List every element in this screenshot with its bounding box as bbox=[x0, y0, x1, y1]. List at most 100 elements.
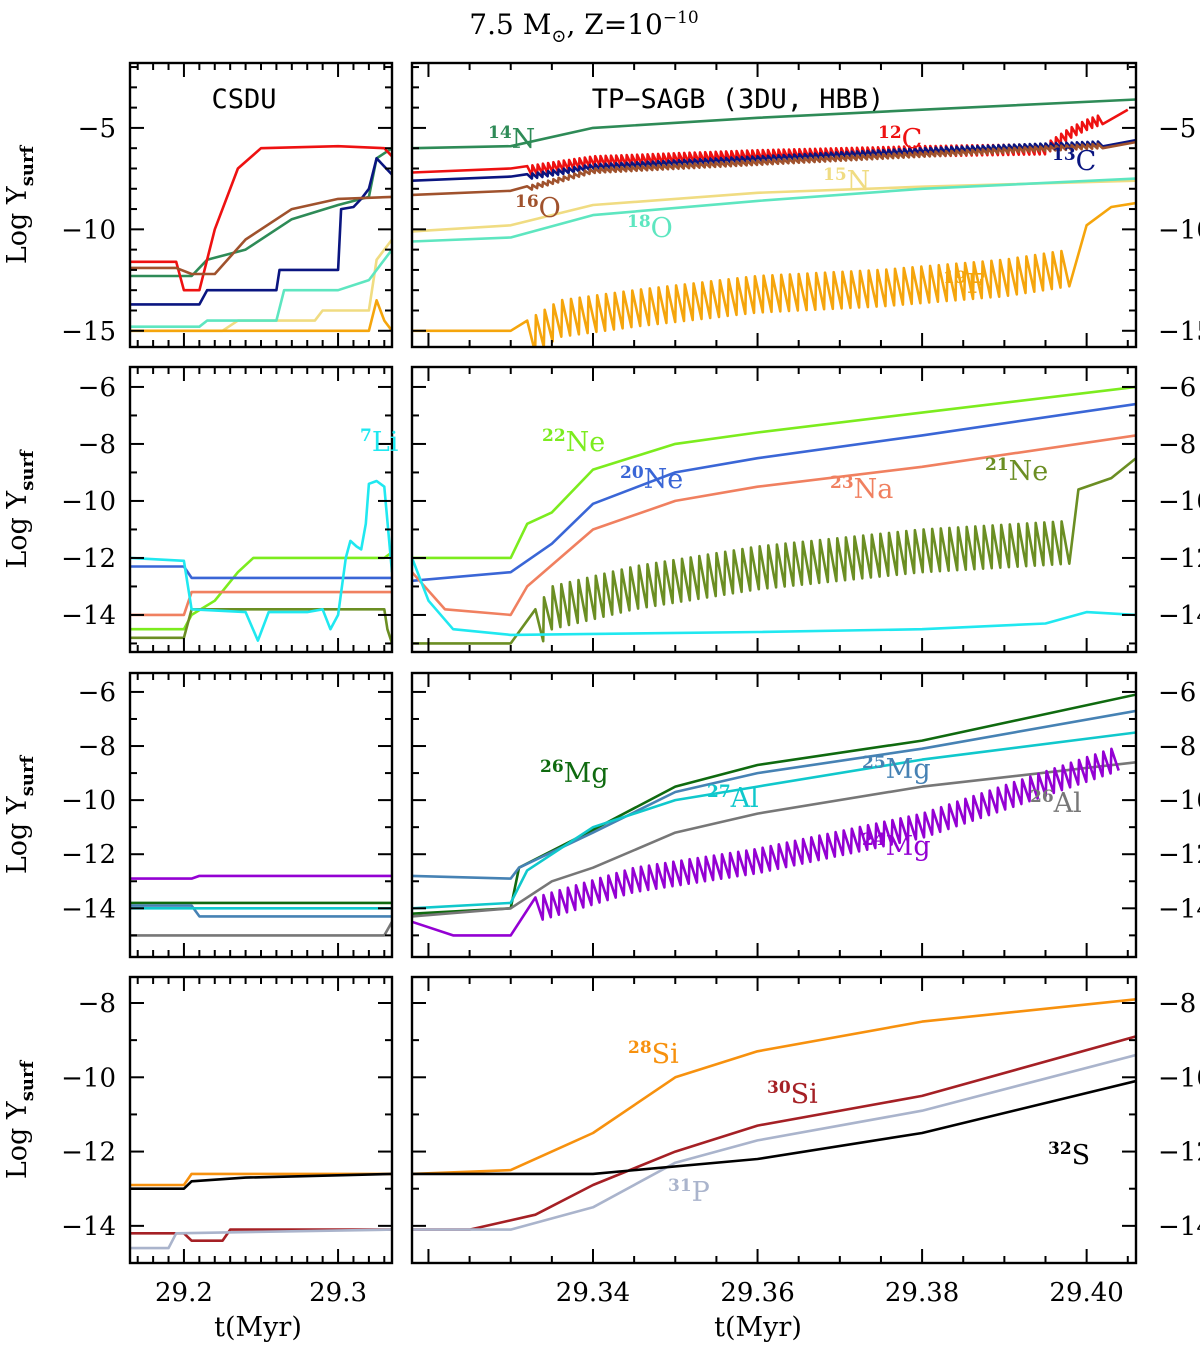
label-28Si: 28Si bbox=[628, 1038, 679, 1070]
y-tick-label-2-left-2: −10 bbox=[61, 487, 116, 517]
x-tick-label-right-0: 29.34 bbox=[556, 1278, 630, 1308]
label-27Al: 27Al bbox=[707, 782, 759, 814]
y-tick-label-4-left-0: −8 bbox=[78, 989, 116, 1019]
panel-1-left: −5 −10 −15 bbox=[61, 61, 394, 349]
curve-26Al-left bbox=[130, 921, 392, 937]
curve-28Si-right bbox=[412, 998, 1136, 1176]
curve-20Ne-left bbox=[130, 565, 392, 580]
curve-23Na-right bbox=[412, 434, 1136, 617]
y-tick-label-1-right-0: −5 bbox=[1158, 114, 1196, 144]
y-tick-label-3-right-4: −14 bbox=[1158, 894, 1200, 924]
x-axis-label-left: t(Myr) bbox=[214, 1312, 302, 1343]
label-24Mg: 24Mg bbox=[862, 830, 931, 862]
y-tick-label-2-left-4: −14 bbox=[61, 601, 116, 631]
panel-3-left: −6 −8 −10 −12 −14 bbox=[61, 671, 394, 959]
curve-22Ne-right bbox=[412, 385, 1136, 560]
y-tick-label-2-right-3: −12 bbox=[1158, 544, 1200, 574]
label-7Li: 7Li bbox=[360, 426, 399, 458]
y-tick-label-4-left-3: −14 bbox=[61, 1212, 116, 1242]
curve-18O-right bbox=[412, 177, 1136, 243]
panel-2-left: −6 −8 −10 −12 −14 bbox=[61, 365, 394, 654]
panel-4-right-frame bbox=[410, 975, 1138, 1265]
x-tick-label-right-3: 29.40 bbox=[1049, 1278, 1123, 1308]
y-tick-label-3-left-1: −8 bbox=[78, 732, 116, 762]
y-tick-label-2-left-3: −12 bbox=[61, 544, 116, 574]
panels: −5 −10 −15 −5 −10 −15 Log Ysurf 14N 12C 13C 16O 15N… bbox=[2, 61, 1200, 1308]
panel-1-right-frame bbox=[410, 61, 1138, 349]
label-25Mg: 25Mg bbox=[862, 753, 931, 785]
curve-15N-left bbox=[130, 238, 392, 333]
curve-30Si-right bbox=[412, 1035, 1136, 1231]
curve-31P-left bbox=[130, 1228, 392, 1250]
y-tick-label-2-right-2: −10 bbox=[1158, 487, 1200, 517]
label-26Al: 26Al bbox=[1030, 787, 1082, 819]
label-14N: 14N bbox=[488, 123, 535, 155]
y-tick-label-3-left-0: −6 bbox=[78, 678, 116, 708]
panel-3-right-frame bbox=[410, 671, 1138, 959]
y-tick-label-1-left-1: −10 bbox=[61, 215, 116, 245]
header-csdu: CSDU bbox=[211, 84, 276, 115]
y-tick-label-3-left-2: −10 bbox=[61, 786, 116, 816]
y-tick-label-3-right-0: −6 bbox=[1158, 678, 1196, 708]
curve-20Ne-right bbox=[412, 402, 1136, 583]
y-tick-label-1-right-1: −10 bbox=[1158, 215, 1200, 245]
curve-27Al-right bbox=[412, 731, 1136, 910]
label-32S: 32S bbox=[1048, 1139, 1090, 1171]
panel-4-right: −8 −10 −12 −14 29.34 29.36 29.38 29.40 bbox=[410, 975, 1200, 1308]
curve-7Li-left bbox=[130, 479, 392, 642]
y-tick-label-4-right-3: −14 bbox=[1158, 1212, 1200, 1242]
curve-12C-left bbox=[130, 144, 392, 292]
curve-19F-left bbox=[130, 299, 392, 333]
curve-28Si-left bbox=[130, 1172, 392, 1187]
curve-19F-right bbox=[412, 201, 1136, 347]
curve-18O-left bbox=[130, 248, 392, 328]
label-22Ne: 22Ne bbox=[542, 426, 605, 458]
y-tick-label-4-left-2: −12 bbox=[61, 1138, 116, 1168]
y-axis-label-1: Log Ysurf bbox=[2, 145, 38, 265]
chart-title: 7.5 M⊙, Z=10−10 bbox=[469, 8, 698, 47]
y-tick-label-4-right-1: −10 bbox=[1158, 1063, 1200, 1093]
panel-2-right: −6 −8 −10 −12 −14 bbox=[410, 365, 1200, 654]
curve-24Mg-right bbox=[412, 747, 1120, 937]
curve-21Ne-right bbox=[412, 457, 1136, 645]
curve-32S-left bbox=[130, 1172, 392, 1190]
curve-32S-right bbox=[412, 1079, 1136, 1176]
curve-14N-right bbox=[412, 98, 1136, 150]
x-tick-label-right-1: 29.36 bbox=[720, 1278, 794, 1308]
y-tick-label-1-left-2: −15 bbox=[61, 317, 116, 347]
label-16O: 16O bbox=[515, 192, 561, 224]
curve-26Al-right bbox=[412, 761, 1136, 918]
label-23Na: 23Na bbox=[830, 473, 893, 505]
curve-7Li-right bbox=[412, 557, 1136, 637]
x-tick-label-right-2: 29.38 bbox=[885, 1278, 959, 1308]
panel-2-right-frame bbox=[410, 365, 1138, 654]
y-tick-label-2-left-1: −8 bbox=[78, 430, 116, 460]
x-tick-label-left-1: 29.3 bbox=[309, 1278, 367, 1308]
curve-16O-right bbox=[412, 140, 1136, 197]
x-tick-label-left-0: 29.2 bbox=[155, 1278, 213, 1308]
y-tick-label-1-left-0: −5 bbox=[78, 114, 116, 144]
panel-4-left: −8 −10 −12 −14 29.2 29.3 bbox=[61, 975, 394, 1308]
curve-24Mg-left bbox=[130, 874, 392, 880]
panel-4-left-frame bbox=[128, 975, 394, 1265]
y-tick-label-4-right-2: −12 bbox=[1158, 1138, 1200, 1168]
curve-16O-left bbox=[130, 195, 392, 276]
label-12C: 12C bbox=[878, 123, 922, 155]
curve-14N-left bbox=[130, 147, 392, 278]
y-tick-label-3-right-2: −10 bbox=[1158, 786, 1200, 816]
curve-21Ne-left bbox=[130, 608, 392, 644]
label-30Si: 30Si bbox=[767, 1078, 818, 1110]
y-tick-label-4-left-1: −10 bbox=[61, 1063, 116, 1093]
y-tick-label-3-left-4: −14 bbox=[61, 894, 116, 924]
curve-31P-right bbox=[412, 1053, 1136, 1231]
y-tick-label-2-right-0: −6 bbox=[1158, 373, 1196, 403]
y-tick-label-3-left-3: −12 bbox=[61, 840, 116, 870]
label-19F: 19F bbox=[943, 268, 985, 300]
curve-23Na-left bbox=[130, 590, 392, 617]
y-tick-label-2-right-1: −8 bbox=[1158, 430, 1196, 460]
label-13C: 13C bbox=[1052, 145, 1096, 177]
header-tp-sagb: TP−SAGB (3DU, HBB) bbox=[592, 84, 885, 115]
label-15N: 15N bbox=[823, 165, 870, 197]
label-18O: 18O bbox=[627, 212, 673, 244]
y-tick-label-1-right-2: −15 bbox=[1158, 317, 1200, 347]
